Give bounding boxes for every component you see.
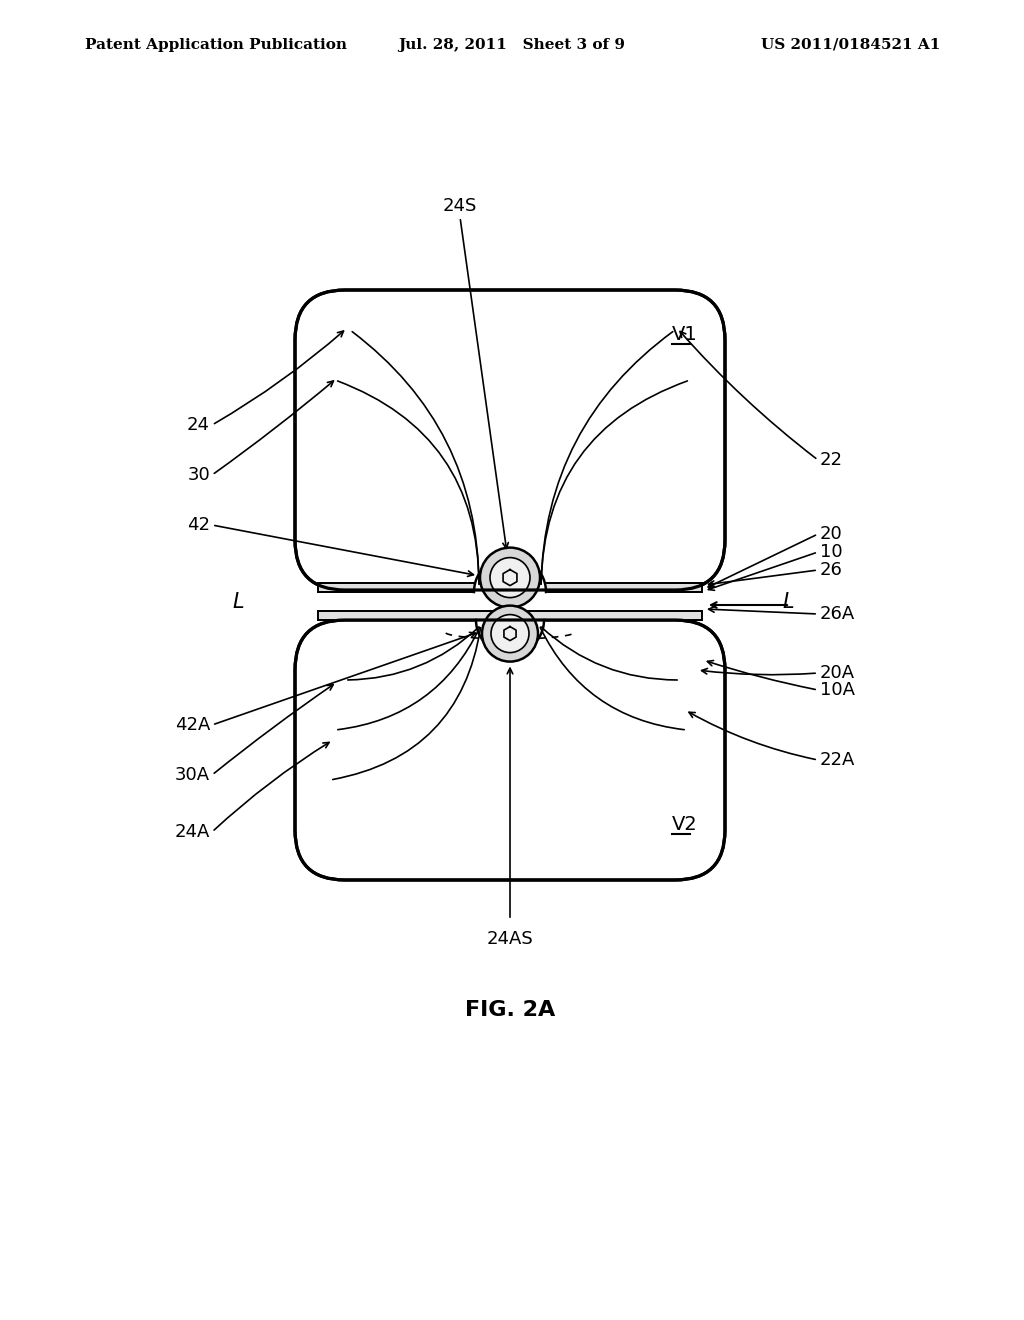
Text: Patent Application Publication: Patent Application Publication [85, 38, 347, 51]
Bar [318, 611, 702, 620]
FancyBboxPatch shape [295, 290, 725, 590]
Bar [318, 611, 702, 620]
Text: 20: 20 [820, 525, 843, 543]
Text: 42: 42 [187, 516, 210, 535]
Circle shape [482, 606, 538, 661]
Text: 24A: 24A [175, 822, 210, 841]
Text: 30: 30 [187, 466, 210, 484]
Text: 20A: 20A [820, 664, 855, 682]
Circle shape [480, 548, 540, 607]
Text: 24: 24 [187, 416, 210, 434]
Text: L: L [782, 591, 794, 612]
Text: 10: 10 [820, 543, 843, 561]
Circle shape [490, 615, 529, 652]
Text: 22: 22 [820, 451, 843, 469]
Bar [318, 583, 702, 591]
Text: 26A: 26A [820, 605, 855, 623]
Text: V2: V2 [672, 816, 697, 834]
Bar [318, 583, 702, 591]
Text: L: L [232, 591, 244, 612]
Text: 10A: 10A [820, 681, 855, 700]
Text: FIG. 2A: FIG. 2A [465, 1001, 555, 1020]
Text: 30A: 30A [175, 766, 210, 784]
Text: 24S: 24S [442, 197, 477, 215]
Text: 26: 26 [820, 561, 843, 579]
Text: 24AS: 24AS [486, 931, 534, 948]
Circle shape [490, 557, 530, 598]
Text: Jul. 28, 2011   Sheet 3 of 9: Jul. 28, 2011 Sheet 3 of 9 [398, 38, 626, 51]
Text: 42A: 42A [175, 715, 210, 734]
Text: V1: V1 [672, 326, 697, 345]
Text: 22A: 22A [820, 751, 855, 770]
Text: US 2011/0184521 A1: US 2011/0184521 A1 [761, 38, 940, 51]
FancyBboxPatch shape [295, 620, 725, 880]
